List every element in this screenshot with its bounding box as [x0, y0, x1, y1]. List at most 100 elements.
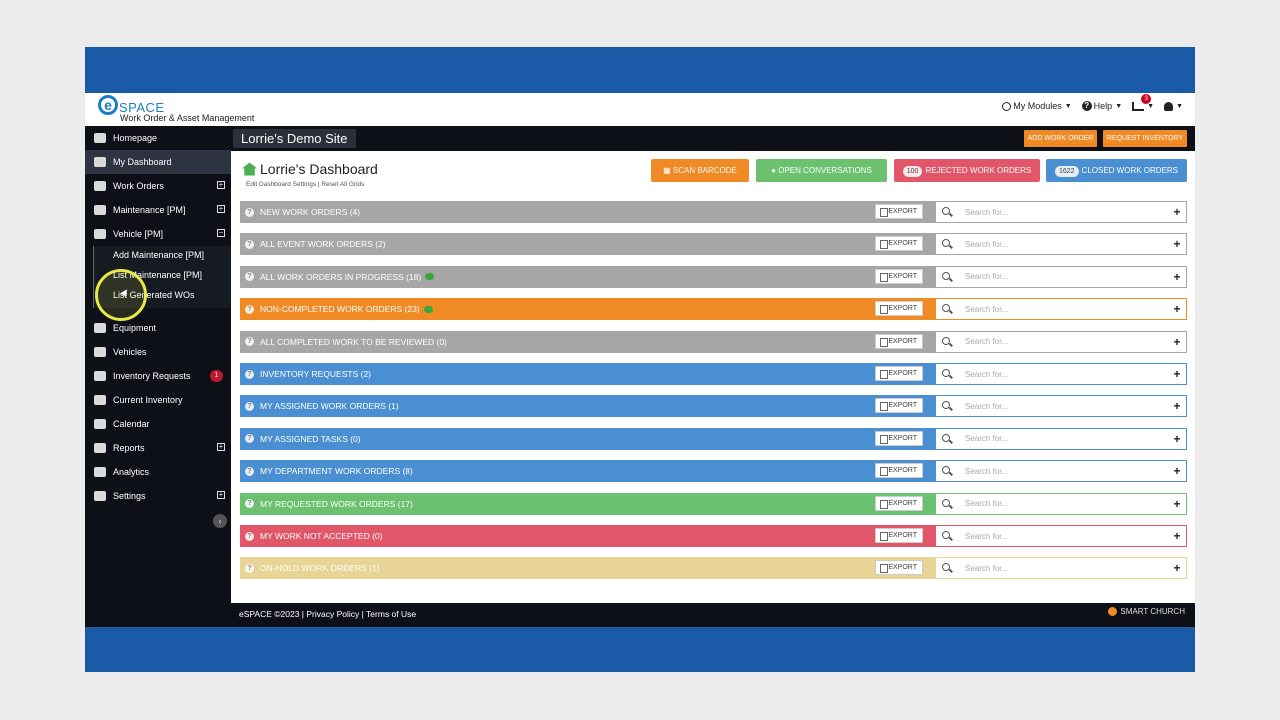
sidebar-item-reports[interactable]: Reports + [85, 436, 231, 460]
export-button[interactable]: EXPORT [875, 528, 923, 543]
user-menu[interactable]: ▼ [1164, 101, 1183, 111]
export-button[interactable]: EXPORT [875, 301, 923, 317]
add-work-order-button[interactable]: ADD WORK ORDER [1024, 130, 1097, 147]
expand-grid-icon[interactable]: + [1168, 299, 1186, 320]
dashboard-grid-row[interactable]: ? ALL WORK ORDERS IN PROGRESS (18) EXPORT + [240, 265, 1187, 288]
dashboard-grid-row[interactable]: ? ON-HOLD WORK ORDERS (1) EXPORT + [240, 557, 1187, 580]
sidebar-item-vehicles[interactable]: Vehicles [85, 340, 231, 364]
grid-search-input[interactable] [958, 493, 1168, 514]
my-modules-menu[interactable]: My Modules ▼ [1002, 101, 1072, 111]
dashboard-grid-row[interactable]: ? MY DEPARTMENT WORK ORDERS (8) EXPORT + [240, 460, 1187, 483]
help-circle-icon[interactable]: ? [245, 369, 254, 379]
grid-search-input[interactable] [958, 526, 1168, 546]
grid-search-input[interactable] [958, 364, 1168, 384]
reset-all-grids-link[interactable]: Reset All Grids [321, 181, 365, 188]
chat-bubble-icon[interactable] [425, 273, 435, 281]
export-button[interactable]: EXPORT [875, 495, 923, 511]
expand-grid-icon[interactable]: + [1168, 526, 1186, 546]
grid-row-label[interactable]: ? MY DEPARTMENT WORK ORDERS (8) [245, 460, 413, 482]
sidebar-item-equipment[interactable]: Equipment [85, 316, 231, 340]
help-circle-icon[interactable]: ? [245, 401, 254, 411]
sidebar-item-work-orders[interactable]: Work Orders + [85, 174, 231, 198]
dashboard-grid-row[interactable]: ? MY WORK NOT ACCEPTED (0) EXPORT + [240, 525, 1187, 547]
sub-item-list-generated-wos[interactable]: List Generated WOs [113, 290, 195, 300]
help-circle-icon[interactable]: ? [245, 466, 254, 476]
grid-search-input[interactable] [958, 428, 1168, 449]
export-button[interactable]: EXPORT [875, 366, 923, 381]
cart-menu[interactable]: 3 ▼ [1132, 93, 1154, 111]
sidebar-item-inventory-requests[interactable]: Inventory Requests 1 [85, 364, 231, 388]
help-circle-icon[interactable]: ? [245, 272, 254, 282]
espace-logo[interactable]: e SPACE Work Order & Asset Management [98, 95, 254, 123]
expand-grid-icon[interactable]: + [1168, 493, 1186, 514]
expand-grid-icon[interactable]: + [1168, 331, 1186, 352]
dashboard-grid-row[interactable]: ? ALL COMPLETED WORK TO BE REVIEWED (0) EX… [240, 330, 1187, 353]
grid-row-label[interactable]: ? MY ASSIGNED WORK ORDERS (1) [245, 395, 399, 417]
grid-search-input[interactable] [958, 234, 1168, 255]
request-inventory-button[interactable]: REQUEST INVENTORY [1103, 130, 1187, 147]
help-circle-icon[interactable]: ? [245, 434, 254, 444]
help-circle-icon[interactable]: ? [245, 337, 254, 347]
dashboard-grid-row[interactable]: ? NON-COMPLETED WORK ORDERS (23) EXPORT + [240, 298, 1187, 321]
help-circle-icon[interactable]: ? [245, 304, 254, 314]
grid-search-input[interactable] [958, 331, 1168, 352]
sub-item-list-maintenance[interactable]: List Maintenance [PM] [113, 270, 203, 280]
grid-search-input[interactable] [958, 558, 1168, 579]
grid-row-label[interactable]: ? ALL COMPLETED WORK TO BE REVIEWED (0) [245, 331, 447, 353]
export-button[interactable]: EXPORT [875, 204, 923, 219]
closed-work-orders-button[interactable]: 1622 CLOSED WORK ORDERS [1046, 159, 1187, 182]
grid-row-label[interactable]: ? ALL EVENT WORK ORDERS (2) [245, 233, 386, 255]
grid-search-input[interactable] [958, 202, 1168, 222]
expand-grid-icon[interactable]: + [1168, 266, 1186, 287]
expand-grid-icon[interactable]: + [1168, 558, 1186, 579]
expand-grid-icon[interactable]: + [1168, 234, 1186, 255]
collapse-icon[interactable]: − [217, 228, 225, 237]
expand-icon[interactable]: + [217, 204, 225, 213]
dashboard-grid-row[interactable]: ? NEW WORK ORDERS (4) EXPORT + [240, 201, 1187, 223]
export-button[interactable]: EXPORT [875, 268, 923, 284]
rejected-work-orders-button[interactable]: 100 REJECTED WORK ORDERS [894, 159, 1040, 182]
help-circle-icon[interactable]: ? [245, 563, 254, 573]
export-button[interactable]: EXPORT [875, 333, 923, 349]
help-circle-icon[interactable]: ? [245, 207, 254, 217]
export-button[interactable]: EXPORT [875, 430, 923, 446]
export-button[interactable]: EXPORT [875, 398, 923, 414]
grid-row-label[interactable]: ? NEW WORK ORDERS (4) [245, 201, 360, 223]
sidebar-item-calendar[interactable]: Calendar [85, 412, 231, 436]
scan-barcode-button[interactable]: ▦ SCAN BARCODE [651, 159, 749, 182]
sidebar-item-current-inventory[interactable]: Current Inventory [85, 388, 231, 412]
expand-icon[interactable]: + [217, 442, 225, 451]
collapse-sidebar-icon[interactable]: ‹ [213, 514, 227, 528]
export-button[interactable]: EXPORT [875, 560, 923, 576]
expand-grid-icon[interactable]: + [1168, 202, 1186, 222]
grid-row-label[interactable]: ? MY REQUESTED WORK ORDERS (17) [245, 493, 413, 515]
dashboard-grid-row[interactable]: ? MY REQUESTED WORK ORDERS (17) EXPORT + [240, 492, 1187, 515]
expand-grid-icon[interactable]: + [1168, 461, 1186, 482]
expand-grid-icon[interactable]: + [1168, 364, 1186, 384]
expand-icon[interactable]: + [217, 180, 225, 189]
grid-row-label[interactable]: ? ON-HOLD WORK ORDERS (1) [245, 557, 379, 579]
dashboard-grid-row[interactable]: ? MY ASSIGNED WORK ORDERS (1) EXPORT + [240, 395, 1187, 418]
grid-row-label[interactable]: ? NON-COMPLETED WORK ORDERS (23) [245, 298, 433, 320]
sidebar-item-homepage[interactable]: Homepage [85, 126, 231, 150]
grid-search-input[interactable] [958, 461, 1168, 482]
open-conversations-button[interactable]: ● OPEN CONVERSATIONS [756, 159, 887, 182]
sidebar-item-vehicle-pm[interactable]: Vehicle [PM] − [85, 222, 231, 246]
expand-grid-icon[interactable]: + [1168, 428, 1186, 449]
export-button[interactable]: EXPORT [875, 463, 923, 479]
sub-item-add-maintenance[interactable]: Add Maintenance [PM] [113, 250, 205, 260]
edit-dashboard-settings-link[interactable]: Edit Dashboard Settings | [246, 181, 320, 188]
grid-row-label[interactable]: ? MY WORK NOT ACCEPTED (0) [245, 525, 382, 547]
help-menu[interactable]: ? Help ▼ [1081, 101, 1122, 111]
grid-row-label[interactable]: ? INVENTORY REQUESTS (2) [245, 363, 371, 385]
help-circle-icon[interactable]: ? [245, 239, 254, 249]
help-circle-icon[interactable]: ? [245, 531, 254, 541]
grid-search-input[interactable] [958, 396, 1168, 417]
chat-bubble-icon[interactable] [423, 305, 433, 313]
sidebar-item-my-dashboard[interactable]: My Dashboard [85, 150, 231, 174]
sidebar-item-maintenance[interactable]: Maintenance [PM] + [85, 198, 231, 222]
sidebar-item-settings[interactable]: Settings + [85, 484, 231, 508]
dashboard-grid-row[interactable]: ? MY ASSIGNED TASKS (0) EXPORT + [240, 427, 1187, 450]
export-button[interactable]: EXPORT [875, 236, 923, 252]
grid-row-label[interactable]: ? MY ASSIGNED TASKS (0) [245, 428, 361, 450]
